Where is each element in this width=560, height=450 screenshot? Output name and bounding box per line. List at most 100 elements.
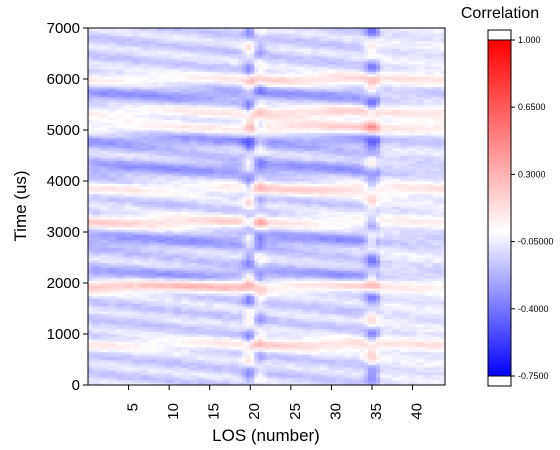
- heatmap-cell: [181, 334, 186, 337]
- heatmap-cell: [144, 364, 150, 368]
- heatmap-cell: [193, 305, 198, 309]
- heatmap-cell: [88, 326, 93, 330]
- heatmap-cell: [217, 81, 223, 85]
- heatmap-cell: [189, 140, 194, 144]
- heatmap-cell: [173, 300, 178, 304]
- heatmap-cell: [217, 372, 223, 376]
- heatmap-cell: [217, 341, 223, 345]
- heatmap-cell: [136, 316, 142, 320]
- heatmap-cell: [128, 150, 134, 154]
- heatmap-cell: [165, 311, 170, 314]
- heatmap-cell: [88, 331, 93, 335]
- heatmap-cell: [148, 163, 154, 167]
- heatmap-cell: [229, 247, 235, 251]
- heatmap-cell: [120, 374, 125, 378]
- heatmap-cell: [92, 198, 97, 202]
- heatmap-cell: [92, 265, 97, 269]
- heatmap-cell: [88, 86, 93, 90]
- heatmap-cell: [193, 101, 198, 105]
- heatmap-cell: [225, 382, 231, 386]
- heatmap-cell: [165, 170, 170, 174]
- heatmap-cell: [152, 226, 158, 230]
- heatmap-cell: [92, 76, 97, 80]
- heatmap-cell: [108, 377, 113, 381]
- heatmap-cell: [120, 53, 125, 57]
- heatmap-cell: [92, 308, 97, 312]
- heatmap-cell: [100, 188, 105, 192]
- heatmap-cell: [104, 377, 109, 381]
- heatmap-cell: [205, 244, 211, 248]
- heatmap-cell: [221, 201, 227, 205]
- heatmap-cell: [140, 86, 146, 90]
- heatmap-cell: [136, 318, 142, 322]
- heatmap-cell: [185, 58, 190, 62]
- heatmap-cell: [148, 216, 154, 220]
- heatmap-cell: [124, 351, 129, 355]
- heatmap-cell: [104, 298, 109, 302]
- heatmap-cell: [116, 275, 121, 279]
- heatmap-cell: [156, 81, 162, 85]
- heatmap-cell: [169, 209, 174, 212]
- heatmap-cell: [96, 267, 101, 271]
- heatmap-cell: [205, 216, 211, 220]
- heatmap-cell: [136, 354, 142, 358]
- heatmap-cell: [92, 244, 97, 248]
- heatmap-cell: [189, 183, 194, 187]
- heatmap-cell: [221, 382, 227, 386]
- heatmap-cell: [197, 142, 202, 146]
- heatmap-cell: [132, 214, 138, 218]
- heatmap-cell: [128, 66, 134, 70]
- heatmap-cell: [124, 244, 129, 248]
- heatmap-cell: [169, 252, 174, 256]
- heatmap-cell: [173, 198, 178, 202]
- heatmap-cell: [144, 91, 150, 95]
- heatmap-cell: [108, 300, 113, 304]
- heatmap-cell: [189, 374, 194, 378]
- heatmap-cell: [140, 318, 146, 322]
- heatmap-cell: [148, 331, 154, 335]
- heatmap-cell: [225, 341, 231, 345]
- heatmap-cell: [173, 86, 178, 90]
- heatmap-cell: [197, 127, 202, 131]
- heatmap-cell: [140, 89, 146, 93]
- heatmap-cell: [140, 224, 146, 228]
- heatmap-cell: [197, 323, 202, 327]
- heatmap-cell: [152, 91, 158, 95]
- heatmap-cell: [152, 50, 158, 54]
- heatmap-cell: [189, 173, 194, 177]
- heatmap-cell: [169, 130, 174, 133]
- heatmap-cell: [148, 229, 154, 233]
- heatmap-cell: [136, 201, 142, 205]
- heatmap-cell: [173, 382, 178, 386]
- heatmap-cell: [136, 181, 142, 184]
- heatmap-cell: [156, 68, 162, 72]
- heatmap-cell: [88, 50, 93, 54]
- heatmap-cell: [173, 40, 178, 44]
- heatmap-cell: [108, 262, 113, 266]
- heatmap-cell: [209, 43, 215, 47]
- heatmap-cell: [213, 124, 219, 128]
- heatmap-cell: [144, 341, 150, 345]
- heatmap-cell: [88, 354, 93, 358]
- heatmap-cell: [209, 203, 215, 207]
- heatmap-cell: [104, 73, 109, 77]
- heatmap-cell: [161, 344, 166, 348]
- heatmap-cell: [193, 35, 198, 39]
- heatmap-cell: [136, 145, 142, 149]
- heatmap-cell: [161, 107, 166, 110]
- heatmap-cell: [229, 234, 235, 238]
- heatmap-cell: [161, 362, 166, 365]
- heatmap-cell: [225, 254, 231, 258]
- heatmap-cell: [152, 175, 158, 179]
- heatmap-cell: [185, 336, 190, 340]
- heatmap-cell: [185, 311, 190, 314]
- heatmap-cell: [177, 339, 182, 343]
- heatmap-cell: [124, 334, 129, 337]
- heatmap-cell: [92, 61, 97, 65]
- heatmap-cell: [104, 311, 109, 314]
- heatmap-cell: [100, 203, 105, 207]
- heatmap-cell: [112, 229, 117, 233]
- heatmap-cell: [229, 260, 235, 263]
- heatmap-cell: [132, 377, 138, 381]
- heatmap-cell: [156, 219, 162, 223]
